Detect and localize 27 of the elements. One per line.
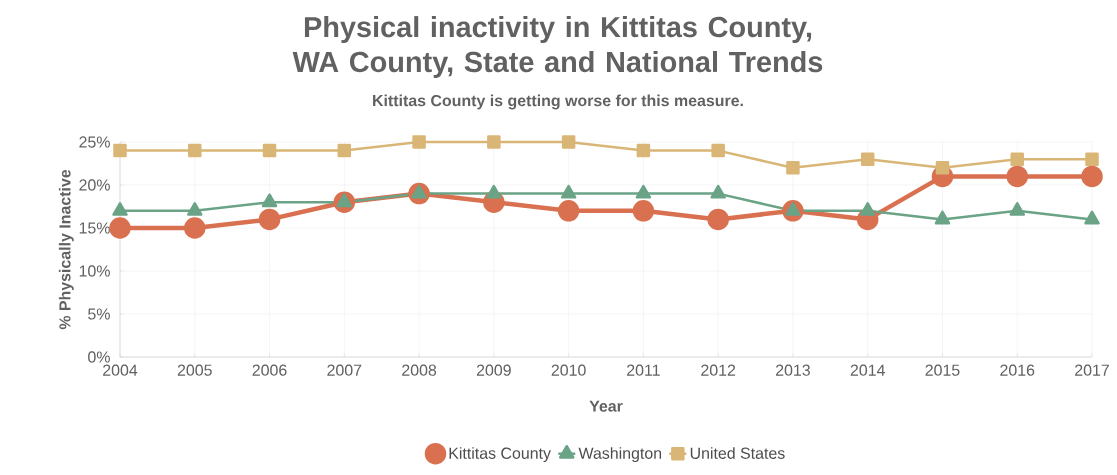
x-tick-label: 2014 bbox=[850, 364, 885, 376]
y-tick-label: 15% bbox=[79, 222, 110, 234]
x-tick-label: 2017 bbox=[1075, 364, 1109, 376]
y-tick-label: 5% bbox=[88, 308, 110, 320]
x-tick-label: 2007 bbox=[327, 364, 362, 376]
y-tick-label: 25% bbox=[79, 136, 110, 148]
x-tick-label: 2009 bbox=[476, 364, 511, 376]
x-tick-label: 2013 bbox=[776, 364, 810, 376]
x-tick-label: 2016 bbox=[1000, 364, 1035, 376]
y-tick-label: 0% bbox=[88, 351, 110, 363]
legend-label: Kittitas County bbox=[449, 447, 551, 463]
x-axis-title: Year bbox=[589, 400, 623, 412]
x-tick-label: 2008 bbox=[402, 364, 437, 376]
x-tick-label: 2015 bbox=[925, 364, 960, 376]
legend-label: United States bbox=[690, 447, 785, 459]
x-tick-label: 2005 bbox=[177, 364, 212, 376]
x-tick-label: 2010 bbox=[551, 364, 586, 376]
x-tick-label: 2011 bbox=[627, 364, 660, 376]
y-tick-label: 20% bbox=[79, 179, 110, 191]
legend-label: Washington bbox=[578, 447, 662, 463]
y-tick-label: 10% bbox=[79, 265, 110, 277]
y-axis-title: % Physically Inactive bbox=[58, 169, 74, 330]
x-tick-label: 2006 bbox=[252, 364, 287, 376]
chart-subtitle: Kittitas County is getting worse for this measure. bbox=[373, 94, 743, 110]
x-tick-label: 2012 bbox=[701, 364, 736, 376]
chart-title: Physical inactivity in Kittitas County, WA County, State and National Trends bbox=[292, 16, 823, 78]
x-tick-label: 2004 bbox=[103, 364, 138, 376]
